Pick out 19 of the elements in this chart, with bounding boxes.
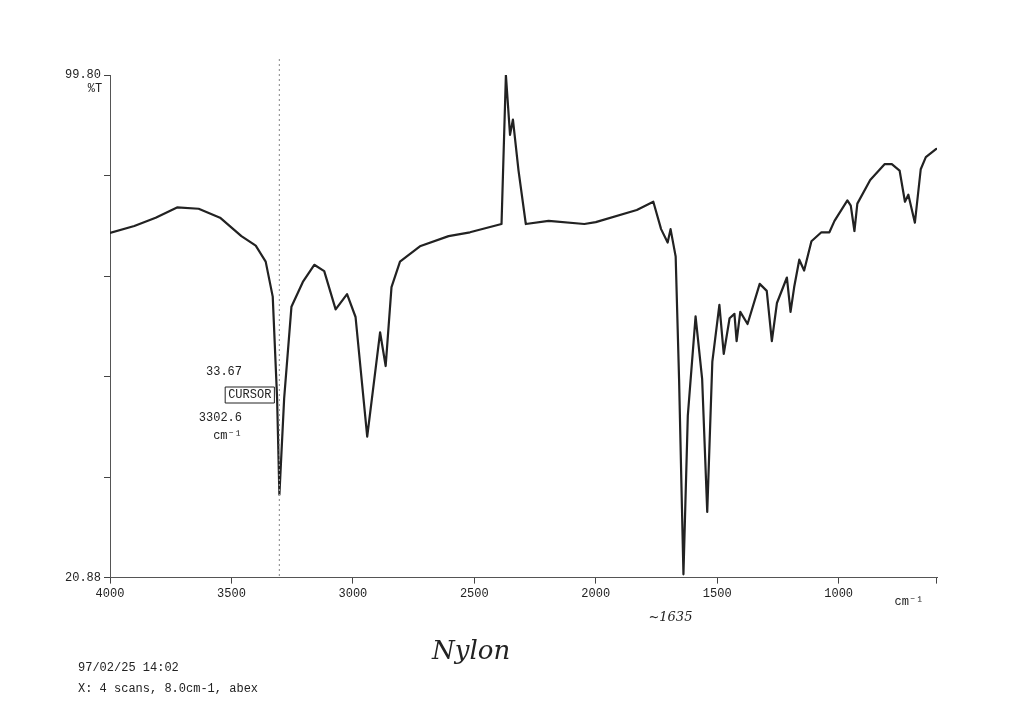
x-tick-label: 1000 [824,586,854,601]
annotation: cm⁻¹ [213,429,242,444]
x-tick-label: 3000 [338,586,368,601]
x-axis-title: cm⁻¹ [894,594,924,609]
x-tick-label: 3500 [217,586,246,601]
annotation: 33.67 [205,365,242,380]
x-tick-label: 1500 [702,586,732,601]
annotation: 3302.6 [198,411,242,426]
text: 97/02/25 14:02 [78,661,179,676]
text: X: 4 scans, 8.0cm-1, abex [78,682,259,697]
text: Nylon [431,634,511,665]
ref-line-label: CURSOR [228,388,272,403]
y-tick-label: 20.88 [64,570,102,585]
x-tick-label: 2000 [581,586,611,601]
x-tick-label: 4000 [95,586,125,601]
y-axis-title: %T [87,82,103,97]
y-tick-label: 99.80 [64,68,102,83]
x-tick-label: 2500 [459,586,489,601]
annotation: ~1635 [648,608,693,624]
